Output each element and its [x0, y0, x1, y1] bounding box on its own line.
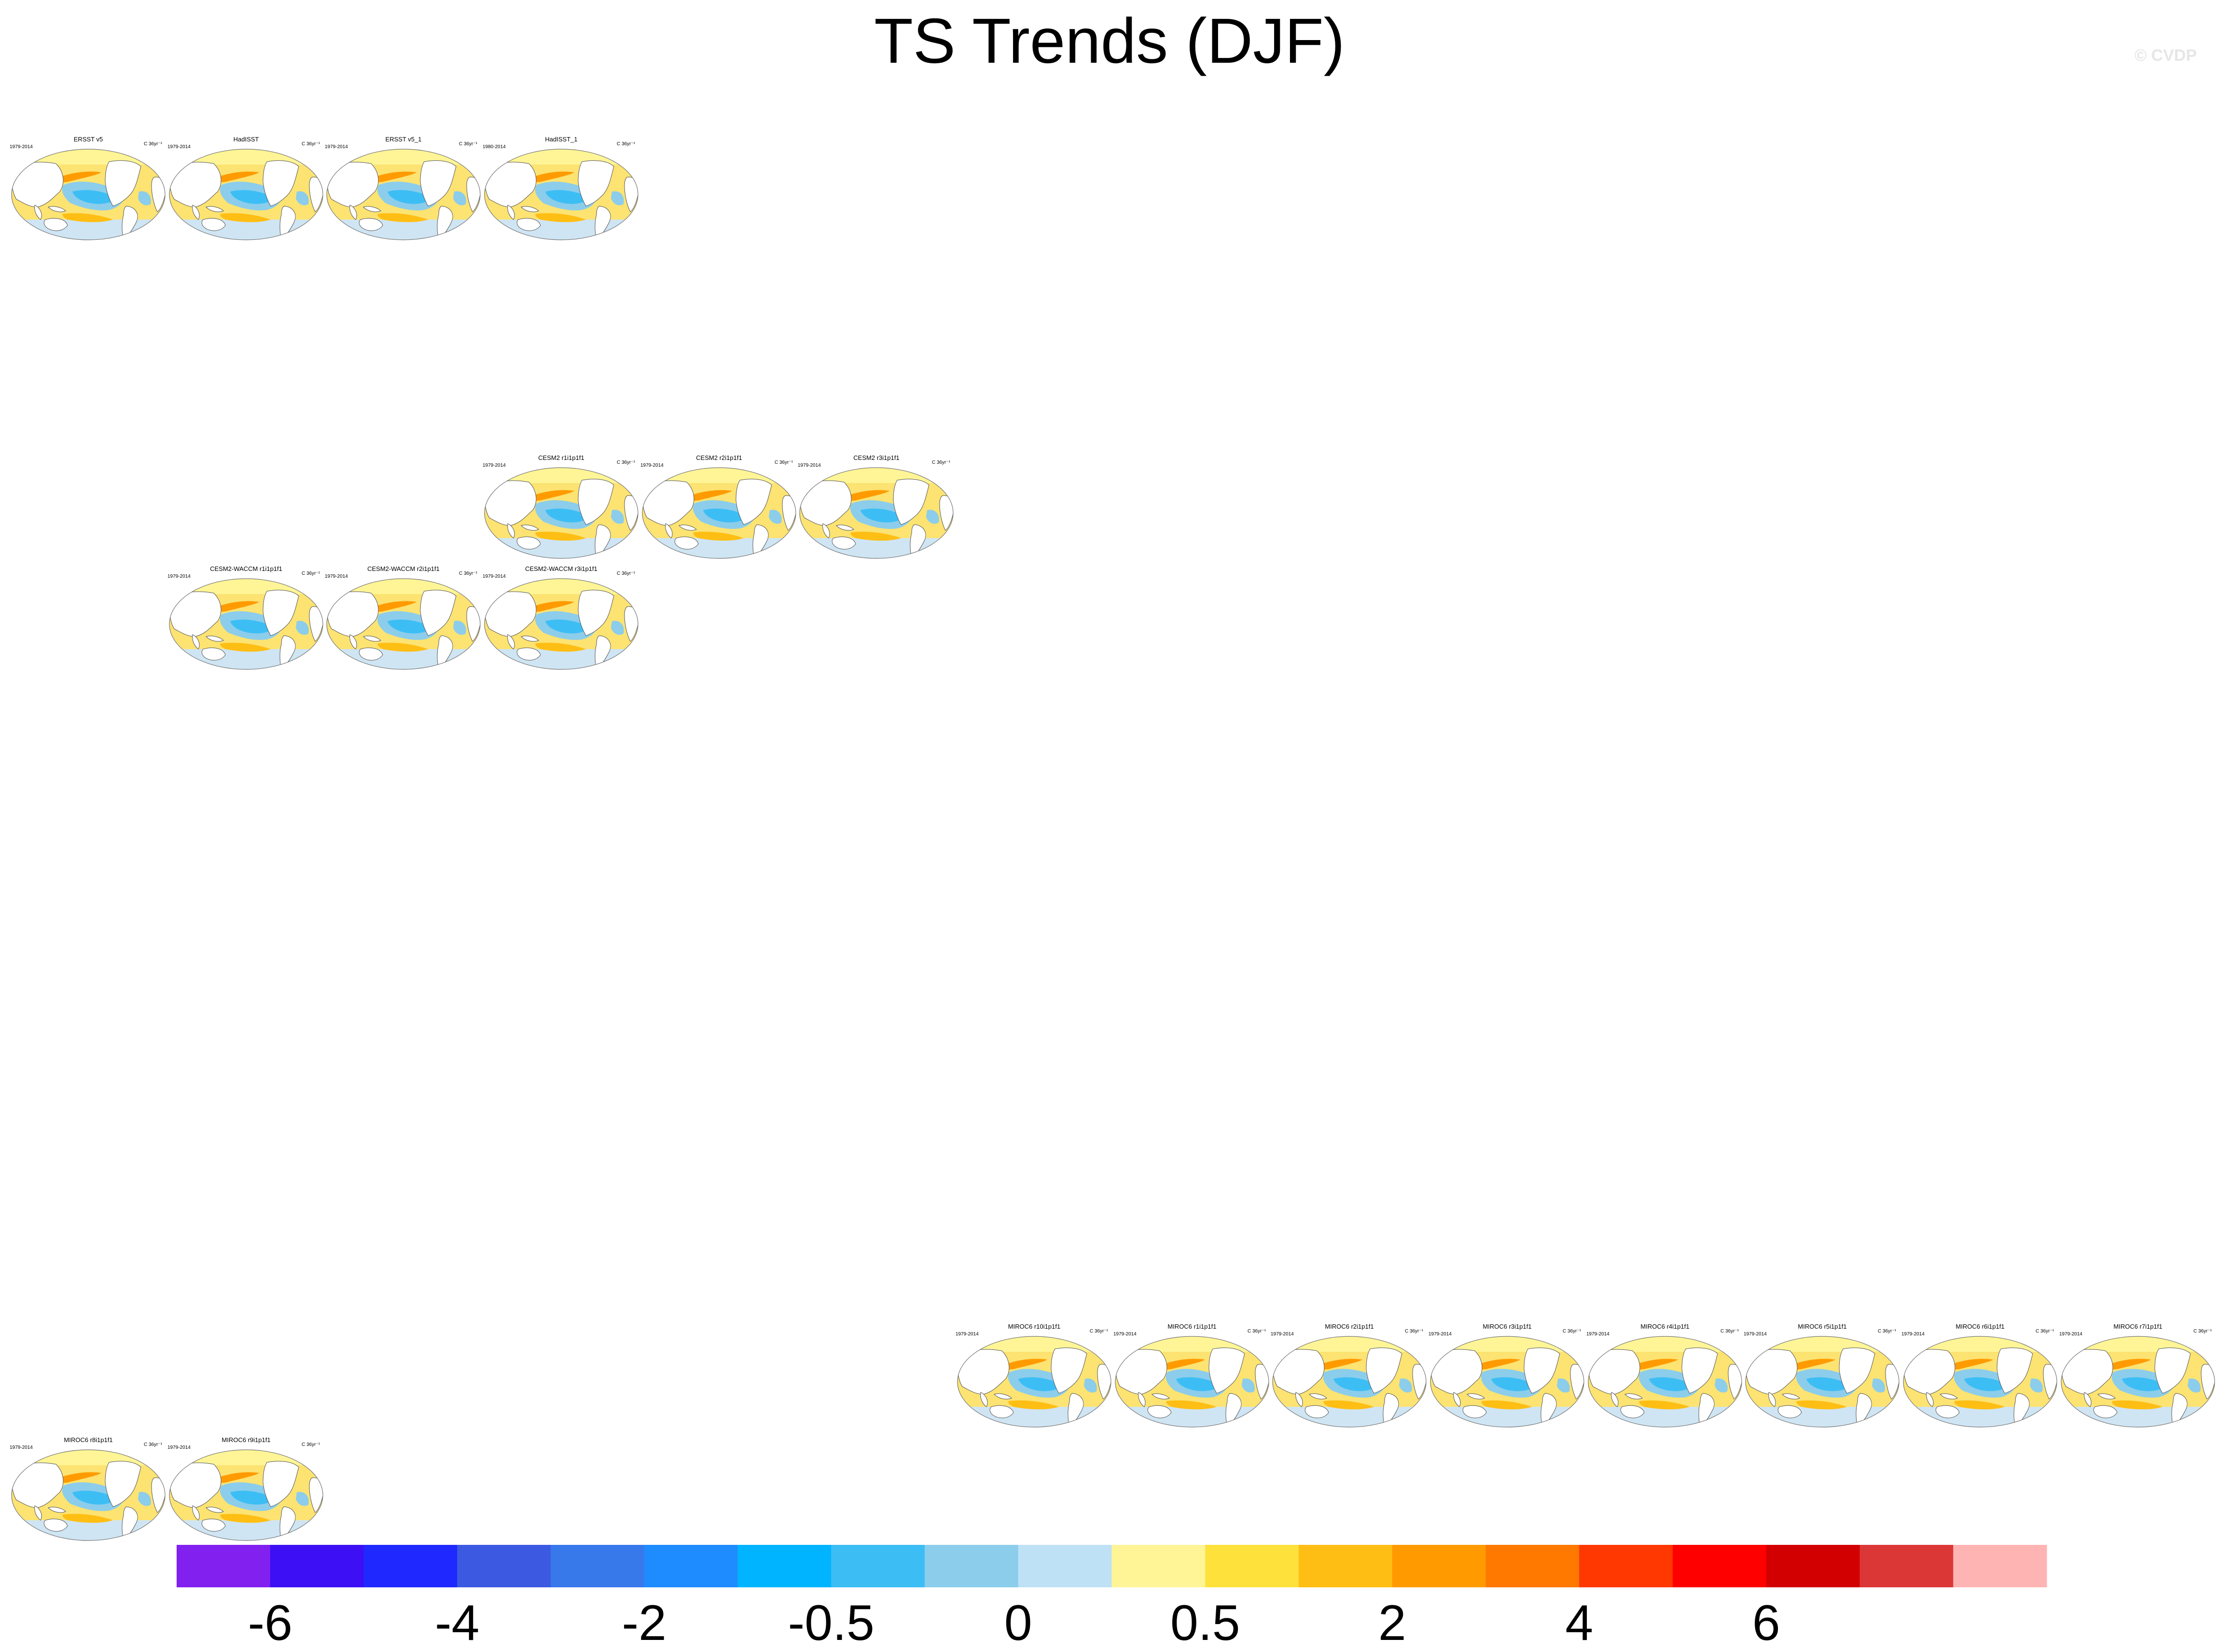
panel-period: 1979-2014 [1428, 1332, 1452, 1337]
panel-title: MIROC6 r9i1p1f1 [222, 1436, 270, 1444]
panel-units: C 36yr⁻¹ [617, 571, 636, 576]
panel-title: MIROC6 r4i1p1f1 [1640, 1323, 1689, 1330]
panel-title: MIROC6 r3i1p1f1 [1483, 1323, 1531, 1330]
colorbar-tick-label: -0.5 [788, 1595, 874, 1651]
colorbar-swatch [737, 1545, 832, 1587]
panel-period: 1979-2014 [167, 1445, 191, 1450]
colorbar-tick-label: 6 [1752, 1595, 1780, 1651]
panel-period: 1979-2014 [798, 463, 821, 468]
panel-title: MIROC6 r5i1p1f1 [1798, 1323, 1846, 1330]
panel-period: 1979-2014 [167, 574, 191, 579]
colorbar-tick-label: -6 [248, 1595, 292, 1651]
panel-title: MIROC6 r1i1p1f1 [1167, 1323, 1216, 1330]
panel-units: C 36yr⁻¹ [1878, 1329, 1897, 1334]
panel-period: 1979-2014 [2059, 1332, 2082, 1337]
panel-units: C 36yr⁻¹ [302, 571, 320, 576]
panel-period: 1979-2014 [10, 144, 33, 150]
panel-units: C 36yr⁻¹ [2036, 1329, 2054, 1334]
panel-title: ERSST v5_1 [386, 136, 422, 143]
colorbar-swatch [1485, 1545, 1580, 1587]
panel-title: MIROC6 r2i1p1f1 [1325, 1323, 1373, 1330]
panel-title: ERSST v5 [74, 136, 103, 143]
colorbar-swatch [644, 1545, 738, 1587]
map-panel: ERSST v5_1 1979-2014 C 36yr⁻¹ [325, 136, 481, 240]
panel-period: 1979-2014 [325, 144, 348, 150]
colorbar-swatch [270, 1545, 364, 1587]
colorbar-swatch [831, 1545, 925, 1587]
panel-title: MIROC6 r6i1p1f1 [1955, 1323, 2004, 1330]
colorbar-swatch [1111, 1545, 1206, 1587]
colorbar-swatch [551, 1545, 645, 1587]
panel-title: HadISST_1 [545, 136, 577, 143]
panel-title: CESM2 r1i1p1f1 [538, 454, 584, 461]
page-title: TS Trends (DJF) [874, 5, 1345, 76]
panel-period: 1979-2014 [325, 574, 348, 579]
panel-units: C 36yr⁻¹ [1720, 1329, 1739, 1334]
panel-period: 1979-2014 [167, 144, 191, 150]
panel-title: CESM2-WACCM r3i1p1f1 [525, 565, 597, 572]
panel-period: 1979-2014 [483, 574, 506, 579]
map-panel: MIROC6 r5i1p1f1 1979-2014 C 36yr⁻¹ [1744, 1323, 1900, 1428]
colorbar-tick-label: -4 [435, 1595, 479, 1651]
panel-period: 1979-2014 [1113, 1332, 1137, 1337]
panel-title: CESM2-WACCM r1i1p1f1 [210, 565, 282, 572]
panel-period: 1980-2014 [483, 144, 506, 150]
panel-units: C 36yr⁻¹ [302, 141, 320, 147]
panel-units: C 36yr⁻¹ [2193, 1329, 2212, 1334]
panel-units: C 36yr⁻¹ [1405, 1329, 1424, 1334]
panel-period: 1979-2014 [483, 463, 506, 468]
map-panel: HadISST 1979-2014 C 36yr⁻¹ [167, 136, 323, 240]
colorbar-swatch [457, 1545, 551, 1587]
colorbar-swatch [177, 1545, 271, 1587]
panel-units: C 36yr⁻¹ [302, 1442, 320, 1447]
panel-title: CESM2-WACCM r2i1p1f1 [367, 565, 440, 572]
panel-title: HadISST [234, 136, 259, 143]
colorbar-tick-label: 2 [1378, 1595, 1406, 1651]
credit-label: © CVDP [2135, 46, 2197, 65]
colorbar-tick-label: 4 [1565, 1595, 1593, 1651]
panel-units: C 36yr⁻¹ [1090, 1329, 1109, 1334]
panel-units: C 36yr⁻¹ [459, 141, 478, 147]
colorbar-swatch [363, 1545, 458, 1587]
panel-units: C 36yr⁻¹ [459, 571, 478, 576]
colorbar-swatch [1579, 1545, 1673, 1587]
map-panel: MIROC6 r7i1p1f1 1979-2014 C 36yr⁻¹ [2059, 1323, 2215, 1428]
colorbar-swatch [1673, 1545, 1767, 1587]
panel-units: C 36yr⁻¹ [617, 141, 636, 147]
colorbar-tick-label: 0 [1004, 1595, 1032, 1651]
panel-period: 1979-2014 [956, 1332, 979, 1337]
panel-title: CESM2 r3i1p1f1 [853, 454, 899, 461]
panel-period: 1979-2014 [1901, 1332, 1925, 1337]
colorbar-tick-label: 0.5 [1170, 1595, 1240, 1651]
panel-period: 1979-2014 [1744, 1332, 1767, 1337]
colorbar-swatch [1766, 1545, 1860, 1587]
panel-units: C 36yr⁻¹ [1563, 1329, 1581, 1334]
colorbar-swatch [1953, 1545, 2047, 1587]
panel-title: MIROC6 r8i1p1f1 [64, 1436, 112, 1444]
panel-units: C 36yr⁻¹ [617, 460, 636, 465]
panel-units: C 36yr⁻¹ [144, 141, 163, 147]
panel-title: MIROC6 r10i1p1f1 [1008, 1323, 1060, 1330]
panel-period: 1979-2014 [640, 463, 664, 468]
colorbar-swatch [1392, 1545, 1486, 1587]
colorbar-swatch [1205, 1545, 1299, 1587]
colorbar-tick-label: -2 [622, 1595, 666, 1651]
panel-units: C 36yr⁻¹ [775, 460, 793, 465]
panel-period: 1979-2014 [1586, 1332, 1609, 1337]
colorbar-swatch [1018, 1545, 1112, 1587]
colorbar-swatch [925, 1545, 1019, 1587]
colorbar-swatch [1299, 1545, 1393, 1587]
panel-units: C 36yr⁻¹ [144, 1442, 163, 1447]
panel-period: 1979-2014 [10, 1445, 33, 1450]
panel-period: 1979-2014 [1271, 1332, 1294, 1337]
map-panel: MIROC6 r6i1p1f1 1979-2014 C 36yr⁻¹ [1901, 1323, 2057, 1428]
panel-title: MIROC6 r7i1p1f1 [2113, 1323, 2162, 1330]
panel-title: CESM2 r2i1p1f1 [696, 454, 742, 461]
colorbar-swatch [1859, 1545, 1954, 1587]
panel-units: C 36yr⁻¹ [1248, 1329, 1266, 1334]
panel-units: C 36yr⁻¹ [932, 460, 951, 465]
